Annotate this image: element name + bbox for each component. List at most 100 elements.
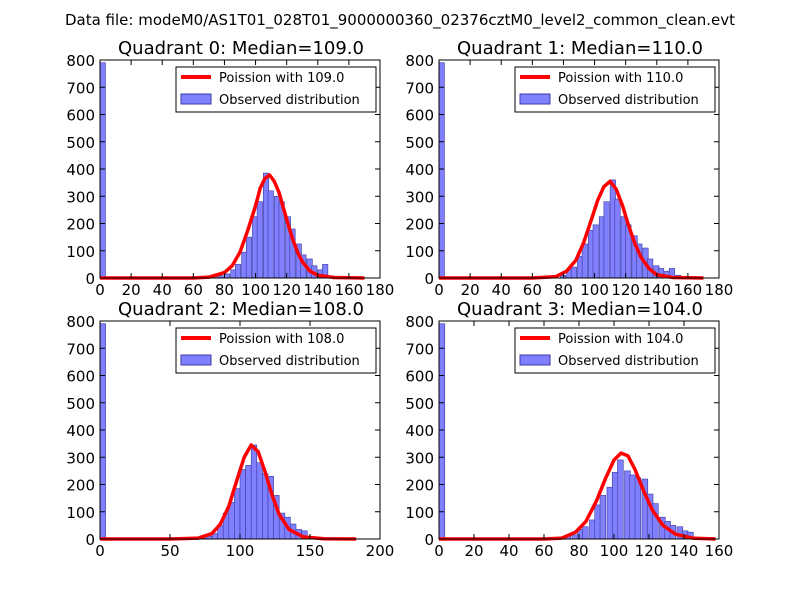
y-tick-label: 400 bbox=[405, 161, 434, 179]
y-tick-label: 800 bbox=[405, 313, 434, 331]
histogram-bar bbox=[582, 526, 589, 540]
x-tick-label: 140 bbox=[303, 281, 332, 299]
histogram-bar bbox=[99, 62, 106, 279]
y-tick-label: 200 bbox=[405, 216, 434, 234]
y-tick-label: 100 bbox=[66, 243, 95, 261]
histogram-bar bbox=[256, 201, 263, 279]
histogram-bar bbox=[606, 486, 614, 540]
histogram-bar bbox=[570, 266, 577, 279]
y-tick-label: 800 bbox=[66, 313, 95, 331]
x-tick-label: 100 bbox=[580, 281, 609, 299]
poisson-curve bbox=[439, 179, 704, 280]
legend: Poission with 109.0 Observed distributio… bbox=[175, 66, 377, 113]
y-tick-label: 700 bbox=[66, 79, 95, 97]
legend: Poission with 108.0 Observed distributio… bbox=[175, 327, 377, 374]
legend-bar-label: Observed distribution bbox=[219, 354, 360, 369]
y-tick-label: 500 bbox=[405, 395, 434, 413]
histogram-bar bbox=[438, 62, 445, 279]
y-tick-label: 600 bbox=[405, 368, 434, 386]
x-tick-label: 100 bbox=[226, 542, 255, 560]
y-tick-label: 700 bbox=[405, 340, 434, 358]
histogram-bar bbox=[611, 471, 619, 540]
legend-bar-swatch bbox=[180, 93, 212, 105]
x-tick-label: 80 bbox=[554, 281, 573, 299]
y-tick-label: 100 bbox=[66, 504, 95, 522]
figure-title: Data file: modeM0/AS1T01_028T01_90000003… bbox=[65, 11, 735, 30]
histogram-bar bbox=[571, 534, 579, 540]
y-tick-label: 200 bbox=[66, 216, 95, 234]
y-tick-label: 500 bbox=[66, 134, 95, 152]
histogram-bar bbox=[256, 462, 263, 540]
x-tick-label: 0 bbox=[434, 542, 444, 560]
legend-bar-label: Observed distribution bbox=[219, 93, 360, 108]
x-tick-label: 60 bbox=[184, 281, 203, 299]
histogram-bar bbox=[250, 444, 258, 540]
histogram-bar bbox=[634, 477, 642, 540]
x-tick-label: 80 bbox=[215, 281, 234, 299]
subplot-title: Quadrant 1: Median=110.0 bbox=[457, 38, 703, 59]
legend-bar-swatch bbox=[519, 93, 551, 105]
x-tick-label: 140 bbox=[670, 542, 699, 560]
y-tick-label: 400 bbox=[66, 422, 95, 440]
x-tick-label: 160 bbox=[335, 281, 364, 299]
x-tick-label: 150 bbox=[296, 542, 325, 560]
histogram-bar bbox=[617, 459, 624, 540]
x-tick-label: 40 bbox=[492, 281, 511, 299]
y-tick-label: 600 bbox=[66, 368, 95, 386]
x-tick-label: 180 bbox=[366, 281, 395, 299]
x-tick-label: 40 bbox=[499, 542, 518, 560]
y-tick-label: 300 bbox=[66, 188, 95, 206]
legend: Poission with 110.0 Observed distributio… bbox=[514, 66, 716, 113]
subplot-title: Quadrant 0: Median=109.0 bbox=[118, 38, 364, 59]
y-tick-label: 100 bbox=[405, 504, 434, 522]
y-tick-label: 500 bbox=[66, 395, 95, 413]
histogram-bar bbox=[603, 201, 610, 279]
histogram-bar bbox=[581, 243, 588, 279]
legend-curve-label: Poission with 104.0 bbox=[558, 332, 683, 347]
x-tick-label: 120 bbox=[611, 281, 640, 299]
histogram-bar bbox=[224, 273, 231, 279]
x-tick-label: 160 bbox=[674, 281, 703, 299]
y-tick-label: 200 bbox=[66, 477, 95, 495]
subplot-title: Quadrant 2: Median=108.0 bbox=[118, 299, 364, 320]
y-tick-label: 0 bbox=[85, 531, 95, 549]
x-tick-label: 160 bbox=[705, 542, 734, 560]
poisson-curve bbox=[100, 173, 365, 280]
subplot-quadrant-0: Quadrant 0: Median=109.0 0 20 40 60 80 100 120… bbox=[66, 38, 394, 299]
x-tick-label: 80 bbox=[569, 542, 588, 560]
x-tick-label: 20 bbox=[461, 281, 480, 299]
subplot-quadrant-3: Quadrant 3: Median=104.0 0 20 40 60 80 100 120… bbox=[405, 299, 733, 560]
x-tick-label: 120 bbox=[272, 281, 301, 299]
x-tick-label: 50 bbox=[160, 542, 179, 560]
legend-bar-label: Observed distribution bbox=[558, 93, 699, 108]
y-tick-label: 0 bbox=[424, 270, 434, 288]
x-tick-label: 0 bbox=[95, 542, 105, 560]
subplot-quadrant-2: Quadrant 2: Median=108.0 0 50 100 150 200 0 10… bbox=[66, 299, 394, 560]
histogram-bar bbox=[267, 190, 274, 279]
y-tick-label: 300 bbox=[405, 188, 434, 206]
x-tick-label: 20 bbox=[122, 281, 141, 299]
legend-curve-label: Poission with 109.0 bbox=[219, 71, 344, 86]
x-tick-label: 200 bbox=[366, 542, 395, 560]
y-tick-label: 800 bbox=[66, 52, 95, 70]
legend-curve-label: Poission with 110.0 bbox=[558, 71, 683, 86]
y-tick-label: 500 bbox=[405, 134, 434, 152]
subplot-quadrant-1: Quadrant 1: Median=110.0 0 20 40 60 80 100 120… bbox=[405, 38, 733, 299]
legend: Poission with 104.0 Observed distributio… bbox=[514, 327, 716, 374]
legend-bar-swatch bbox=[519, 354, 551, 366]
y-tick-label: 700 bbox=[66, 340, 95, 358]
subplot-title: Quadrant 3: Median=104.0 bbox=[457, 299, 703, 320]
histogram-bar bbox=[589, 519, 596, 540]
histogram-bar bbox=[629, 474, 636, 540]
legend-bar-swatch bbox=[180, 354, 212, 366]
x-tick-label: 100 bbox=[600, 542, 629, 560]
histogram-bar bbox=[239, 469, 246, 540]
x-tick-label: 40 bbox=[153, 281, 172, 299]
histogram-bar bbox=[245, 236, 252, 279]
y-tick-label: 0 bbox=[424, 531, 434, 549]
poisson-curve bbox=[439, 451, 716, 541]
y-tick-label: 300 bbox=[405, 449, 434, 467]
histogram-bar bbox=[235, 264, 242, 279]
histogram-bar bbox=[99, 323, 106, 540]
x-tick-label: 140 bbox=[642, 281, 671, 299]
